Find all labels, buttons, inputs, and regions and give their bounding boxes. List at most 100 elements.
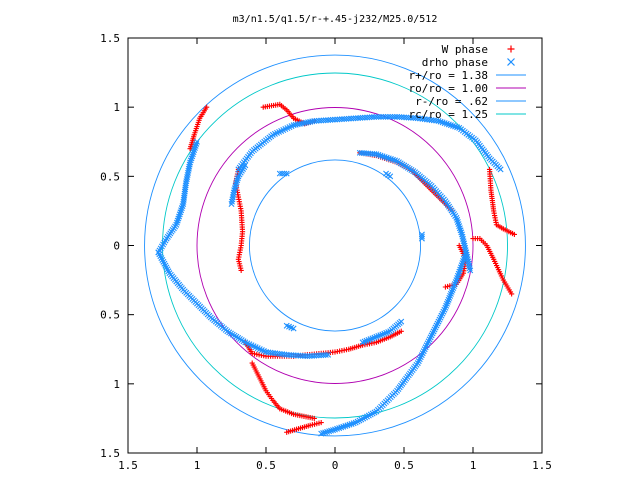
data-point-221 bbox=[371, 114, 378, 120]
data-point-285 bbox=[497, 166, 504, 173]
data-point-21 bbox=[204, 104, 210, 110]
y-tick-label-3: 0 bbox=[113, 240, 120, 253]
data-point-218 bbox=[364, 114, 371, 121]
data-point-230 bbox=[391, 113, 398, 120]
data-point-234 bbox=[401, 114, 407, 121]
data-point-237 bbox=[407, 114, 414, 121]
data-point-92 bbox=[315, 352, 322, 359]
data-point-80 bbox=[288, 352, 295, 359]
data-point-79 bbox=[286, 351, 292, 358]
data-point-210 bbox=[345, 115, 352, 122]
data-point-233 bbox=[398, 114, 405, 121]
legend-marker-1 bbox=[507, 58, 515, 66]
data-point-243 bbox=[421, 116, 428, 123]
data-point-201 bbox=[325, 117, 332, 124]
data-point-199 bbox=[320, 117, 327, 124]
data-point-238 bbox=[410, 114, 417, 121]
data-point-214 bbox=[355, 115, 361, 122]
series-0 bbox=[187, 101, 517, 435]
data-point-71 bbox=[267, 349, 274, 356]
data-point-90 bbox=[311, 352, 318, 359]
data-point-227 bbox=[384, 113, 391, 120]
data-point-246 bbox=[428, 117, 435, 124]
x-tick-label-1: 1 bbox=[194, 459, 201, 472]
legend-label-4: r-/ro = .62 bbox=[415, 95, 488, 108]
data-point-88 bbox=[306, 353, 313, 360]
data-point-72 bbox=[269, 349, 276, 356]
circle-3 bbox=[162, 72, 508, 419]
legend-marker-0 bbox=[507, 45, 515, 53]
data-point-216 bbox=[470, 235, 476, 242]
data-point-527 bbox=[279, 170, 286, 177]
data-point-73 bbox=[272, 350, 279, 357]
x-tick-label-5: 1 bbox=[470, 459, 477, 472]
data-point-202 bbox=[327, 116, 334, 123]
data-point-81 bbox=[290, 352, 297, 359]
data-point-78 bbox=[283, 351, 290, 358]
data-point-386 bbox=[467, 267, 474, 274]
data-point-232 bbox=[396, 114, 403, 120]
data-point-222 bbox=[373, 113, 380, 120]
data-point-200 bbox=[322, 117, 329, 124]
x-tick-label-4: 0.5 bbox=[394, 459, 414, 472]
data-point-242 bbox=[419, 115, 426, 122]
data-point-96 bbox=[325, 351, 332, 358]
data-point-231 bbox=[394, 113, 401, 120]
data-point-70 bbox=[265, 349, 272, 356]
data-point-521 bbox=[359, 339, 366, 346]
data-point-203 bbox=[329, 116, 336, 123]
circle-1 bbox=[196, 107, 474, 384]
data-point-209 bbox=[343, 115, 350, 122]
chart-title: m3/n1.5/q1.5/r-+.45-j232/M25.0/512 bbox=[233, 14, 438, 25]
series-1 bbox=[155, 113, 504, 437]
x-tick-label-6: 1.5 bbox=[532, 459, 552, 472]
data-point-283 bbox=[311, 415, 317, 422]
y-tick-label-4: 0.5 bbox=[100, 170, 120, 183]
data-point-298 bbox=[234, 175, 241, 182]
data-point-301 bbox=[318, 419, 324, 426]
data-point-529 bbox=[283, 170, 290, 177]
data-point-305 bbox=[242, 162, 249, 169]
data-point-74 bbox=[274, 350, 281, 357]
data-point-69 bbox=[263, 349, 269, 356]
data-point-526 bbox=[276, 170, 283, 177]
data-point-534 bbox=[418, 233, 425, 240]
data-point-236 bbox=[405, 114, 412, 121]
data-point-208 bbox=[341, 116, 348, 122]
x-tick-label-2: 0.5 bbox=[256, 459, 276, 472]
data-point-207 bbox=[338, 116, 345, 123]
data-point-204 bbox=[332, 116, 338, 123]
data-point-206 bbox=[336, 116, 343, 123]
data-point-248 bbox=[433, 117, 440, 124]
data-point-224 bbox=[378, 113, 384, 120]
data-point-528 bbox=[281, 170, 288, 177]
data-point-532 bbox=[387, 173, 394, 180]
data-point-82 bbox=[292, 352, 299, 359]
circle-2 bbox=[248, 159, 422, 332]
data-point-95 bbox=[238, 267, 244, 273]
data-point-95 bbox=[322, 351, 329, 358]
data-point-244 bbox=[424, 116, 430, 123]
data-point-93 bbox=[318, 352, 325, 359]
y-tick-label-2: 0.5 bbox=[100, 309, 120, 322]
y-tick-label-0: 1.5 bbox=[100, 447, 120, 460]
data-point-197 bbox=[315, 117, 322, 124]
data-point-225 bbox=[380, 113, 387, 120]
data-point-198 bbox=[318, 117, 325, 124]
data-point-83 bbox=[295, 352, 302, 359]
x-tick-label-3: 0 bbox=[332, 459, 339, 472]
x-tick-label-0: 1.5 bbox=[118, 459, 138, 472]
data-point-326 bbox=[442, 284, 448, 290]
data-point-226 bbox=[382, 113, 389, 120]
data-point-205 bbox=[334, 116, 341, 123]
circle-0 bbox=[144, 54, 526, 437]
data-point-240 bbox=[414, 115, 421, 122]
data-point-245 bbox=[426, 116, 433, 123]
y-tick-label-5: 1 bbox=[113, 101, 120, 114]
data-point-241 bbox=[417, 115, 424, 122]
plot-frame bbox=[127, 37, 543, 454]
data-point-152 bbox=[155, 249, 162, 256]
y-tick-label-6: 1.5 bbox=[100, 32, 120, 45]
data-point-94 bbox=[320, 352, 327, 359]
